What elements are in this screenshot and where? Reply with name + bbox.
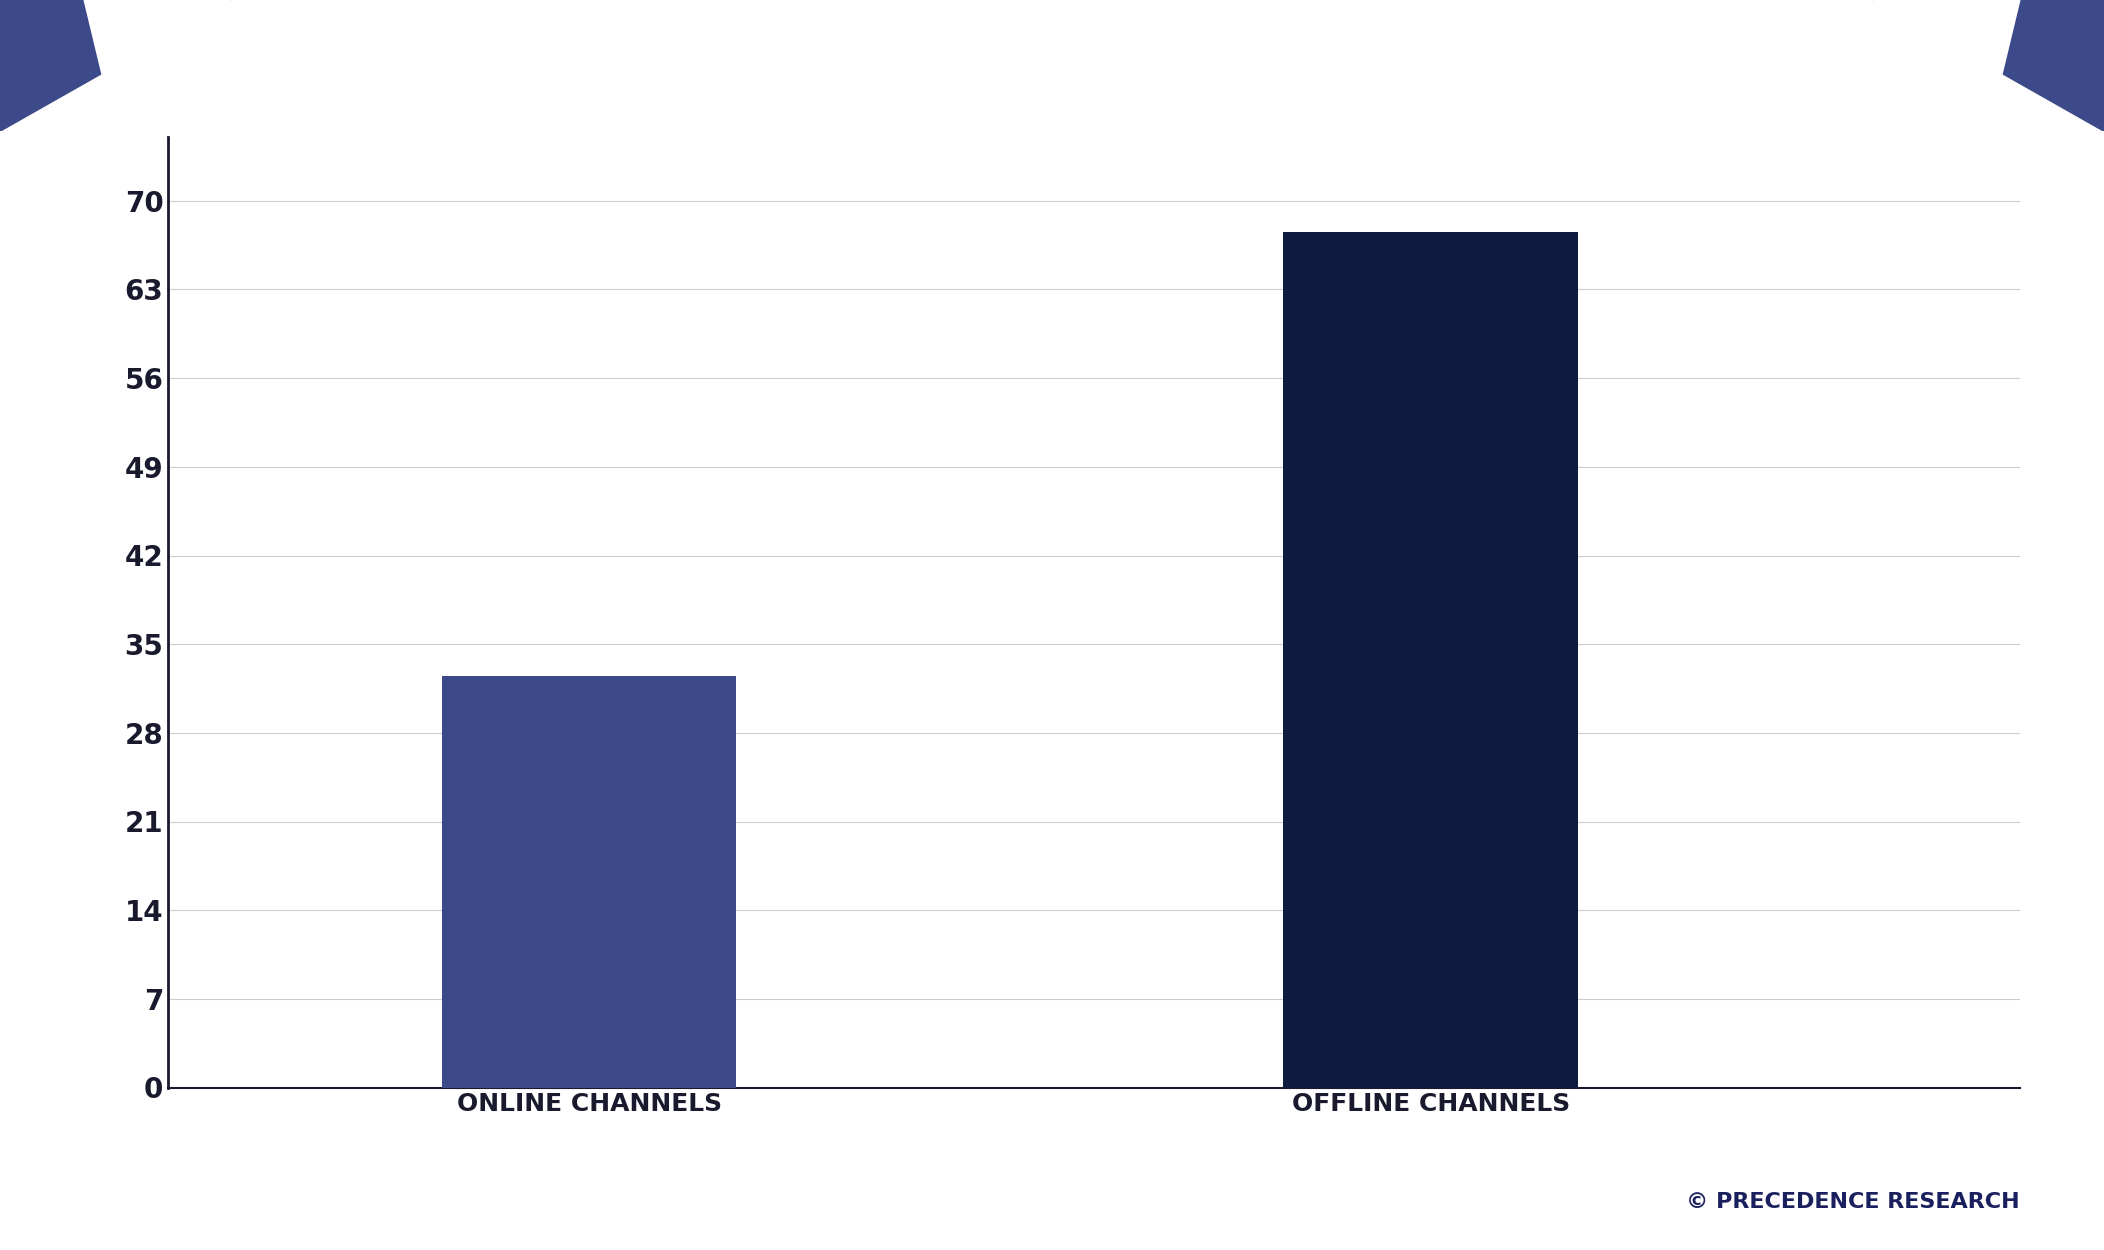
Bar [442, 676, 736, 1088]
Polygon shape [84, 0, 231, 131]
Bar [1283, 232, 1578, 1088]
Text: VEGAN FOOD MARKET SHARE, BY DISTRIBUTION CHANNEL , 2021 (%): VEGAN FOOD MARKET SHARE, BY DISTRIBUTION… [347, 49, 1757, 82]
Polygon shape [1873, 0, 2020, 131]
Text: © PRECEDENCE RESEARCH: © PRECEDENCE RESEARCH [1685, 1192, 2020, 1212]
Polygon shape [1873, 0, 2104, 131]
Polygon shape [0, 0, 231, 131]
